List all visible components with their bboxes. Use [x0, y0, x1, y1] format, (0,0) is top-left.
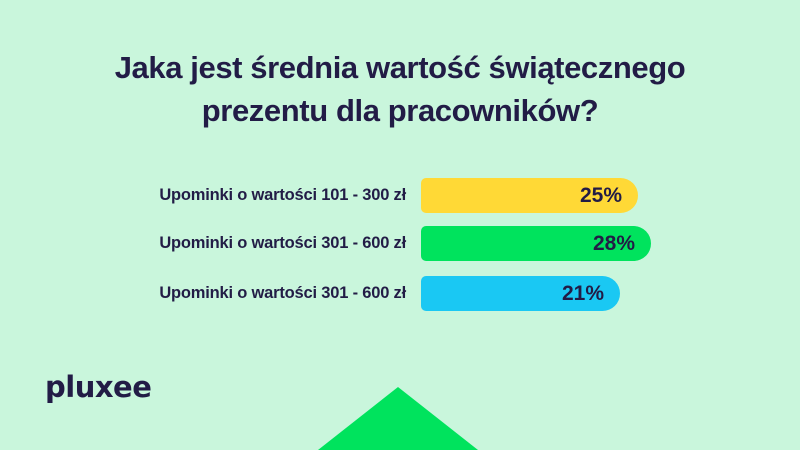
bar-label-101-300: Upominki o wartości 101 - 300 zł: [159, 186, 406, 204]
bar-label-301-600-b: Upominki o wartości 301 - 600 zł: [159, 284, 406, 302]
pluxee-logo: pluxee: [45, 370, 152, 404]
bar-301-600-a: 28%: [421, 226, 651, 261]
bar-301-600-b: 21%: [421, 276, 620, 311]
bar-value-101-300: 25%: [579, 184, 622, 207]
chart-row-301-600-b: Upominki o wartości 301 - 600 zł 21%: [0, 276, 800, 311]
bar-value-301-600-b: 21%: [561, 282, 604, 305]
chart-row-301-600-a: Upominki o wartości 301 - 600 zł 28%: [0, 226, 800, 261]
page-title-line1: Jaka jest średnia wartość świątecznego: [114, 50, 686, 85]
bar-101-300: 25%: [421, 178, 638, 213]
chart-row-101-300: Upominki o wartości 101 - 300 zł 25%: [0, 178, 800, 213]
bar-label-301-600-a: Upominki o wartości 301 - 600 zł: [159, 234, 406, 252]
page-title-line2: prezentu dla pracowników?: [201, 93, 599, 128]
bar-value-301-600-a: 28%: [592, 232, 635, 255]
page-title: Jaka jest średnia wartość świątecznego pr…: [0, 46, 800, 132]
